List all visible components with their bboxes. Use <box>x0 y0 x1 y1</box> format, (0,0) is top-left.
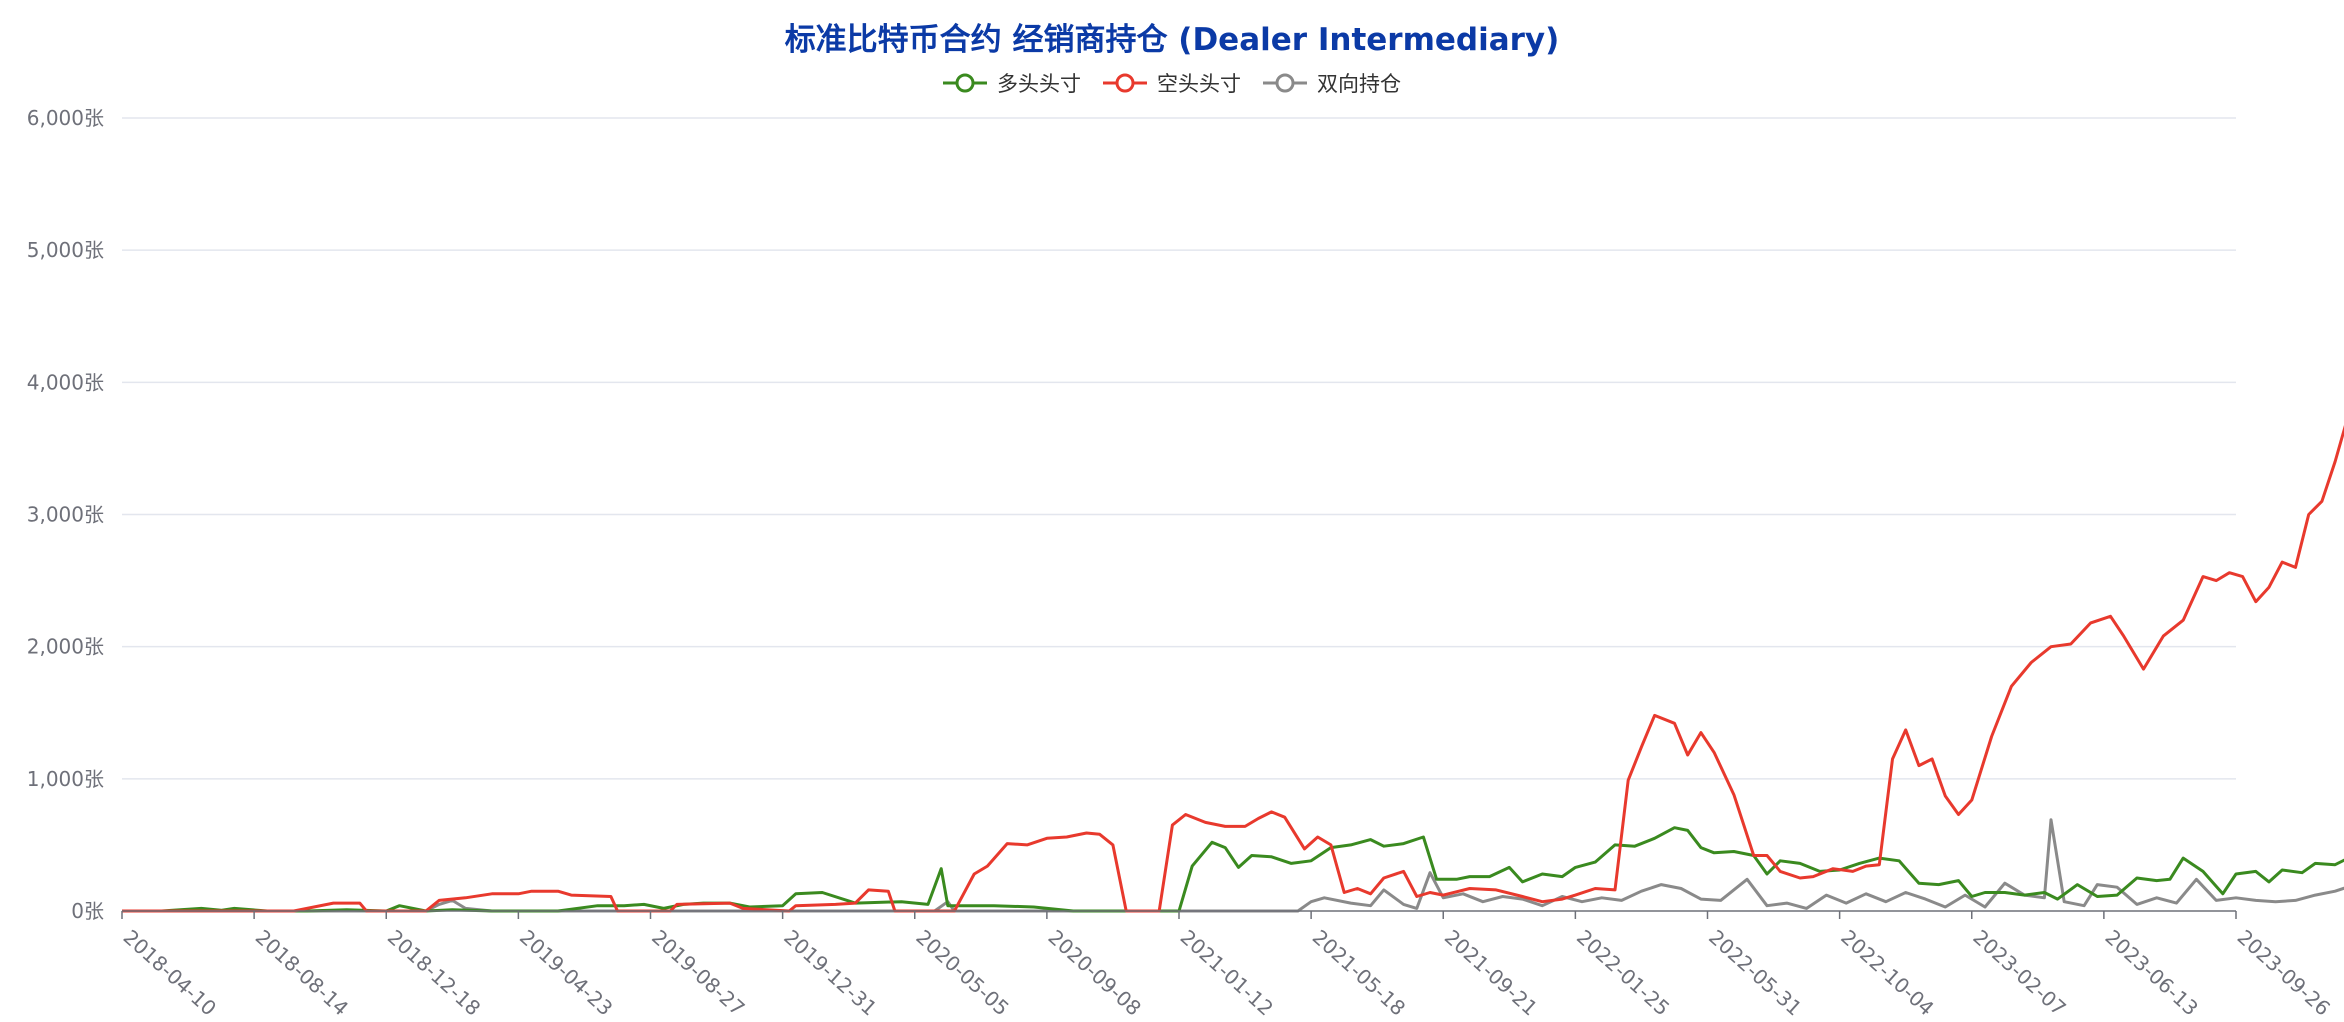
chart-title: 标准比特币合约 经销商持仓 (Dealer Intermediary) <box>784 22 1560 58</box>
x-tick-label: 2023-09-26 <box>2233 925 2335 1021</box>
x-tick-label: 2019-12-31 <box>779 925 881 1021</box>
x-tick-label: 2018-12-18 <box>383 925 485 1021</box>
x-tick-label: 2019-08-27 <box>647 925 749 1021</box>
legend-item-long[interactable]: 多头头寸 <box>943 68 1081 98</box>
x-tick-label: 2023-02-07 <box>1968 925 2070 1021</box>
y-tick-label: 3,000张 <box>27 503 104 527</box>
legend-item-short[interactable]: 空头头寸 <box>1103 68 1241 98</box>
x-tick-label: 2018-08-14 <box>251 925 353 1021</box>
chart-legend: 多头头寸 空头头寸 双向持仓 <box>0 68 2344 98</box>
x-tick-label: 2018-04-10 <box>119 925 221 1021</box>
y-tick-label: 0张 <box>71 899 104 923</box>
x-tick-label: 2022-10-04 <box>1836 925 1938 1021</box>
x-tick-label: 2021-09-21 <box>1440 925 1542 1021</box>
x-tick-label: 2020-05-05 <box>911 925 1013 1021</box>
legend-marker-long <box>943 73 987 93</box>
y-tick-label: 1,000张 <box>27 767 104 791</box>
legend-marker-spread <box>1263 73 1307 93</box>
x-tick-label: 2020-09-08 <box>1044 925 1146 1021</box>
x-tick-label: 2022-05-31 <box>1704 925 1806 1021</box>
x-axis-tick-labels: 2018-04-10 2018-08-14 2018-12-18 2019-04-23… <box>119 911 2335 1020</box>
x-tick-label: 2021-01-12 <box>1176 925 1278 1021</box>
x-tick-label: 2022-01-25 <box>1572 925 1674 1021</box>
x-tick-label: 2021-05-18 <box>1308 925 1410 1021</box>
legend-label-spread: 双向持仓 <box>1317 72 1401 96</box>
legend-item-spread[interactable]: 双向持仓 <box>1263 68 1401 98</box>
series-line-1 <box>122 424 2344 913</box>
grid-lines <box>122 117 2236 780</box>
series-lines <box>122 424 2344 913</box>
y-tick-label: 4,000张 <box>27 370 104 394</box>
legend-label-short: 空头头寸 <box>1157 72 1241 96</box>
legend-marker-short <box>1103 73 1147 93</box>
x-tick-label: 2019-04-23 <box>515 925 617 1021</box>
series-line-2 <box>122 818 2344 913</box>
y-axis-tick-labels: 0张 1,000张 2,000张 3,000张 4,000张 5,000张 6,000张 <box>27 106 104 923</box>
y-tick-label: 6,000张 <box>27 106 104 130</box>
legend-label-long: 多头头寸 <box>997 72 1081 96</box>
y-tick-label: 5,000张 <box>27 238 104 262</box>
x-tick-label: 2023-06-13 <box>2101 925 2203 1021</box>
y-tick-label: 2,000张 <box>27 635 104 659</box>
